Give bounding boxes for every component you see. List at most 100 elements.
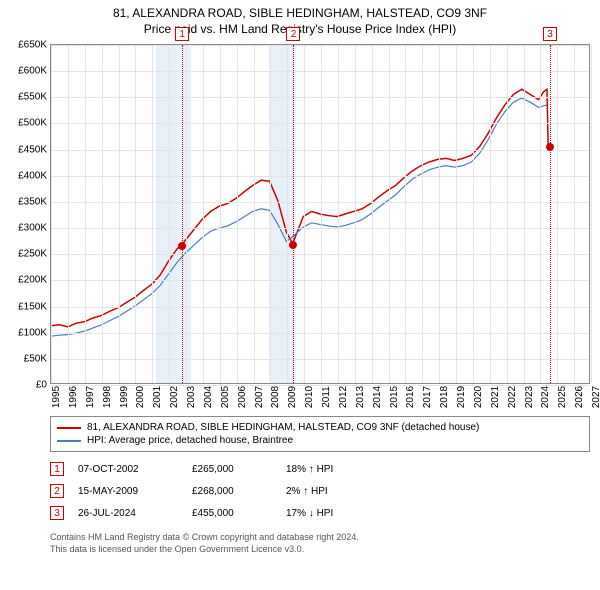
y-axis-label: £650K bbox=[18, 40, 51, 51]
grid-v bbox=[68, 45, 69, 383]
x-axis-label: 2006 bbox=[237, 386, 248, 408]
event-row: 107-OCT-2002£265,00018% ↑ HPI bbox=[50, 458, 590, 480]
grid-v bbox=[169, 45, 170, 383]
grid-h bbox=[51, 359, 589, 360]
x-axis-label: 2008 bbox=[270, 386, 281, 408]
grid-v bbox=[422, 45, 423, 383]
y-axis-label: £50K bbox=[24, 353, 51, 364]
footer-line-2: This data is licensed under the Open Gov… bbox=[50, 544, 590, 556]
plot-area: £0£50K£100K£150K£200K£250K£300K£350K£400… bbox=[50, 44, 590, 384]
grid-v bbox=[254, 45, 255, 383]
grid-v bbox=[473, 45, 474, 383]
event-marker: 3 bbox=[50, 506, 64, 520]
marker-line bbox=[293, 45, 294, 383]
plot-wrap: £0£50K£100K£150K£200K£250K£300K£350K£400… bbox=[50, 44, 590, 414]
grid-h bbox=[51, 123, 589, 124]
x-axis-label: 2004 bbox=[203, 386, 214, 408]
legend: 81, ALEXANDRA ROAD, SIBLE HEDINGHAM, HAL… bbox=[50, 416, 590, 452]
y-axis-label: £350K bbox=[18, 196, 51, 207]
legend-row: 81, ALEXANDRA ROAD, SIBLE HEDINGHAM, HAL… bbox=[57, 421, 583, 434]
x-axis-label: 2013 bbox=[355, 386, 366, 408]
events-table: 107-OCT-2002£265,00018% ↑ HPI215-MAY-200… bbox=[50, 458, 590, 524]
y-axis-label: £450K bbox=[18, 144, 51, 155]
event-price: £265,000 bbox=[192, 464, 272, 475]
grid-h bbox=[51, 280, 589, 281]
grid-h bbox=[51, 45, 589, 46]
grid-v bbox=[372, 45, 373, 383]
x-axis-label: 2023 bbox=[524, 386, 535, 408]
y-axis-label: £550K bbox=[18, 92, 51, 103]
grid-h bbox=[51, 202, 589, 203]
grid-v bbox=[405, 45, 406, 383]
x-axis-label: 2015 bbox=[389, 386, 400, 408]
marker-line bbox=[550, 45, 551, 383]
y-axis-label: £0 bbox=[36, 380, 51, 391]
x-axis-label: 2016 bbox=[405, 386, 416, 408]
grid-v bbox=[338, 45, 339, 383]
marker-point bbox=[178, 242, 186, 250]
x-axis-label: 1998 bbox=[102, 386, 113, 408]
grid-v bbox=[186, 45, 187, 383]
grid-v bbox=[102, 45, 103, 383]
event-row: 215-MAY-2009£268,0002% ↑ HPI bbox=[50, 480, 590, 502]
x-axis-label: 1995 bbox=[51, 386, 62, 408]
y-axis-label: £100K bbox=[18, 327, 51, 338]
y-axis-label: £400K bbox=[18, 170, 51, 181]
x-axis-label: 2026 bbox=[574, 386, 585, 408]
y-axis-label: £250K bbox=[18, 249, 51, 260]
event-change: 17% ↓ HPI bbox=[286, 508, 366, 519]
title-main: 81, ALEXANDRA ROAD, SIBLE HEDINGHAM, HAL… bbox=[0, 6, 600, 20]
x-axis-label: 2022 bbox=[507, 386, 518, 408]
grid-v bbox=[270, 45, 271, 383]
chart-container: 81, ALEXANDRA ROAD, SIBLE HEDINGHAM, HAL… bbox=[0, 0, 600, 590]
x-axis-label: 1999 bbox=[119, 386, 130, 408]
footer-line-1: Contains HM Land Registry data © Crown c… bbox=[50, 532, 590, 544]
event-date: 07-OCT-2002 bbox=[78, 464, 178, 475]
marker-box: 3 bbox=[543, 27, 557, 41]
y-axis-label: £600K bbox=[18, 66, 51, 77]
x-axis-label: 2000 bbox=[135, 386, 146, 408]
x-axis-label: 2014 bbox=[372, 386, 383, 408]
event-change: 2% ↑ HPI bbox=[286, 486, 366, 497]
x-axis-label: 2009 bbox=[287, 386, 298, 408]
grid-v bbox=[304, 45, 305, 383]
event-row: 326-JUL-2024£455,00017% ↓ HPI bbox=[50, 502, 590, 524]
marker-box: 1 bbox=[175, 27, 189, 41]
grid-v bbox=[321, 45, 322, 383]
x-axis-label: 2003 bbox=[186, 386, 197, 408]
x-axis-label: 2011 bbox=[321, 386, 332, 408]
x-axis-label: 2024 bbox=[540, 386, 551, 408]
marker-point bbox=[289, 241, 297, 249]
grid-v bbox=[237, 45, 238, 383]
marker-line bbox=[182, 45, 183, 383]
grid-v bbox=[203, 45, 204, 383]
grid-h bbox=[51, 176, 589, 177]
grid-h bbox=[51, 97, 589, 98]
event-date: 26-JUL-2024 bbox=[78, 508, 178, 519]
legend-label: HPI: Average price, detached house, Brai… bbox=[87, 435, 293, 446]
grid-v bbox=[439, 45, 440, 383]
grid-v bbox=[220, 45, 221, 383]
x-axis-label: 2012 bbox=[338, 386, 349, 408]
x-axis-label: 2027 bbox=[591, 386, 600, 408]
grid-v bbox=[355, 45, 356, 383]
grid-v bbox=[152, 45, 153, 383]
grid-v bbox=[507, 45, 508, 383]
grid-v bbox=[135, 45, 136, 383]
x-axis-label: 2017 bbox=[422, 386, 433, 408]
legend-swatch bbox=[57, 427, 81, 429]
marker-point bbox=[546, 143, 554, 151]
grid-v bbox=[287, 45, 288, 383]
grid-h bbox=[51, 333, 589, 334]
event-change: 18% ↑ HPI bbox=[286, 464, 366, 475]
grid-v bbox=[574, 45, 575, 383]
legend-swatch bbox=[57, 440, 81, 442]
grid-v bbox=[524, 45, 525, 383]
x-axis-label: 2020 bbox=[473, 386, 484, 408]
grid-v bbox=[51, 45, 52, 383]
grid-h bbox=[51, 307, 589, 308]
x-axis-label: 1996 bbox=[68, 386, 79, 408]
legend-row: HPI: Average price, detached house, Brai… bbox=[57, 434, 583, 447]
x-axis-label: 2001 bbox=[152, 386, 163, 408]
y-axis-label: £200K bbox=[18, 275, 51, 286]
